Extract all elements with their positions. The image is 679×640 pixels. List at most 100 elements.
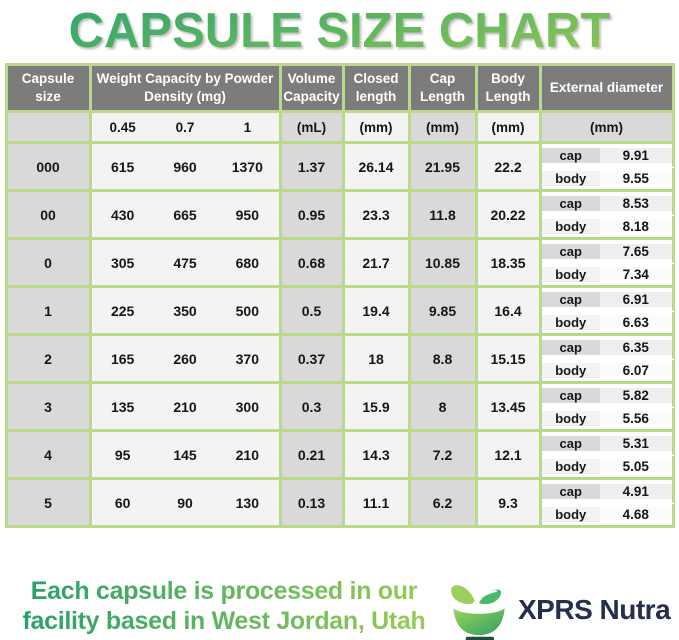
body-diameter-value: 8.18 bbox=[600, 219, 672, 234]
weight-density-1: 500 bbox=[235, 302, 259, 319]
cap-length-cell: 11.8 bbox=[410, 192, 478, 240]
leaf-bowl-icon bbox=[451, 585, 505, 640]
weight-density-045: 430 bbox=[110, 206, 135, 223]
weight-capacity-cell: 615 960 1370 bbox=[91, 144, 282, 192]
weight-density-1: 1370 bbox=[231, 158, 263, 175]
weight-density-1: 680 bbox=[235, 254, 259, 271]
cap-length-cell: 6.2 bbox=[410, 480, 478, 528]
weight-capacity-cell: 305 475 680 bbox=[91, 240, 282, 288]
cap-label: cap bbox=[541, 435, 600, 451]
col-header-capsule-size: Capsule size bbox=[7, 66, 92, 113]
body-diameter-value: 5.05 bbox=[600, 459, 672, 474]
cap-label: cap bbox=[541, 483, 600, 499]
units-closed-cell: (mm) bbox=[344, 113, 411, 144]
external-diameter-body-cell: body 5.05 bbox=[541, 456, 675, 480]
volume-capacity-cell: 1.37 bbox=[281, 144, 345, 192]
weight-density-045: 305 bbox=[110, 254, 135, 271]
closed-length-cell: 14.3 bbox=[344, 432, 411, 480]
closed-length-cell: 11.1 bbox=[344, 480, 411, 528]
weight-density-07: 475 bbox=[173, 254, 197, 271]
external-diameter-cap-cell: cap 7.65 bbox=[541, 240, 675, 264]
tagline-line-2: facility based in West Jordan, Utah bbox=[22, 607, 426, 635]
weight-density-045: 95 bbox=[114, 446, 131, 463]
weight-capacity-cell: 225 350 500 bbox=[91, 288, 282, 336]
capsule-row: 0 305 475 680 0.68 21.7 10.85 18.35 cap 7.65 bbox=[7, 240, 675, 288]
units-row: 0.45 0.7 1 (mL) (mm) (mm) (mm) (mm) bbox=[7, 113, 675, 144]
capsule-size-cell: 3 bbox=[7, 384, 92, 432]
cap-diameter-value: 8.53 bbox=[600, 195, 672, 211]
units-empty-cell bbox=[7, 113, 92, 144]
weight-density-1: 300 bbox=[235, 398, 259, 415]
body-length-cell: 16.4 bbox=[477, 288, 542, 336]
col-header-cap-length: Cap Length bbox=[410, 66, 478, 113]
volume-capacity-cell: 0.21 bbox=[281, 432, 345, 480]
external-diameter-body-cell: body 8.18 bbox=[541, 216, 675, 240]
external-diameter-body-cell: body 5.56 bbox=[541, 408, 675, 432]
cap-diameter-value: 6.35 bbox=[600, 339, 672, 355]
weight-capacity-cell: 95 145 210 bbox=[91, 432, 282, 480]
body-label: body bbox=[541, 411, 600, 426]
weight-capacity-cell: 165 260 370 bbox=[91, 336, 282, 384]
capsule-size-cell: 0 bbox=[7, 240, 92, 288]
cap-label: cap bbox=[541, 243, 600, 259]
capsule-row-body: body 5.56 bbox=[8, 408, 675, 432]
body-length-cell: 20.22 bbox=[477, 192, 542, 240]
closed-length-cell: 18 bbox=[344, 336, 411, 384]
cap-length-cell: 21.95 bbox=[410, 144, 478, 192]
capsule-row: 1 225 350 500 0.5 19.4 9.85 16.4 cap 6.91 bbox=[7, 288, 675, 336]
body-diameter-value: 5.56 bbox=[600, 411, 672, 426]
weight-density-07: 665 bbox=[173, 206, 197, 223]
units-cap-cell: (mm) bbox=[410, 113, 478, 144]
weight-density-1: 210 bbox=[235, 446, 259, 463]
external-diameter-cap-cell: cap 4.91 bbox=[541, 480, 675, 504]
body-diameter-value: 4.68 bbox=[600, 507, 672, 522]
body-diameter-value: 6.63 bbox=[600, 315, 672, 330]
col-header-body-length: Body Length bbox=[477, 66, 542, 113]
capsule-row-body: body 4.68 bbox=[8, 504, 675, 528]
cap-label: cap bbox=[541, 147, 600, 163]
capsule-row-body: body 5.05 bbox=[8, 456, 675, 480]
closed-length-cell: 15.9 bbox=[344, 384, 411, 432]
col-header-weight-capacity: Weight Capacity by Powder Density (mg) bbox=[91, 66, 282, 113]
body-diameter-value: 7.34 bbox=[600, 267, 672, 282]
weight-capacity-cell: 60 90 130 bbox=[91, 480, 282, 528]
external-diameter-body-cell: body 6.07 bbox=[541, 360, 675, 384]
body-length-cell: 12.1 bbox=[477, 432, 542, 480]
body-label: body bbox=[541, 267, 600, 282]
body-label: body bbox=[541, 315, 600, 330]
page-title: CAPSULE SIZE CHART bbox=[0, 0, 679, 61]
units-volume-cell: (mL) bbox=[281, 113, 345, 144]
capsule-row: 5 60 90 130 0.13 11.1 6.2 9.3 cap 4.91 bbox=[7, 480, 675, 528]
cap-label: cap bbox=[541, 387, 600, 403]
capsule-size-cell: 4 bbox=[7, 432, 92, 480]
capsule-row-body: body 8.18 bbox=[8, 216, 675, 240]
capsule-row: 3 135 210 300 0.3 15.9 8 13.45 cap 5.82 bbox=[7, 384, 675, 432]
cap-length-cell: 7.2 bbox=[410, 432, 478, 480]
cap-label: cap bbox=[541, 339, 600, 355]
weight-density-045: 615 bbox=[110, 158, 135, 175]
weight-density-045: 165 bbox=[110, 350, 135, 367]
volume-capacity-cell: 0.95 bbox=[281, 192, 345, 240]
external-diameter-cap-cell: cap 5.82 bbox=[541, 384, 675, 408]
body-length-cell: 15.15 bbox=[477, 336, 542, 384]
body-label: body bbox=[541, 363, 600, 378]
body-label: body bbox=[541, 459, 600, 474]
capsule-row: 000 615 960 1370 1.37 26.14 21.95 22.2 cap 9.91 bbox=[7, 144, 675, 192]
external-diameter-cap-cell: cap 8.53 bbox=[541, 192, 675, 216]
brand-logo: XPRS Nutra bbox=[446, 572, 671, 640]
cap-length-cell: 8.8 bbox=[410, 336, 478, 384]
cap-label: cap bbox=[541, 195, 600, 211]
cap-length-cell: 9.85 bbox=[410, 288, 478, 336]
brand-name: XPRS Nutra bbox=[518, 594, 671, 625]
volume-capacity-cell: 0.13 bbox=[281, 480, 345, 528]
volume-capacity-cell: 0.5 bbox=[281, 288, 345, 336]
external-diameter-body-cell: body 4.68 bbox=[541, 504, 675, 528]
cap-label: cap bbox=[541, 291, 600, 307]
body-label: body bbox=[541, 219, 600, 234]
body-label: body bbox=[541, 171, 600, 186]
density-value-2: 0.7 bbox=[175, 119, 195, 135]
weight-density-1: 950 bbox=[235, 206, 259, 223]
body-diameter-value: 6.07 bbox=[600, 363, 672, 378]
weight-density-07: 960 bbox=[173, 158, 197, 175]
weight-density-045: 135 bbox=[110, 398, 135, 415]
